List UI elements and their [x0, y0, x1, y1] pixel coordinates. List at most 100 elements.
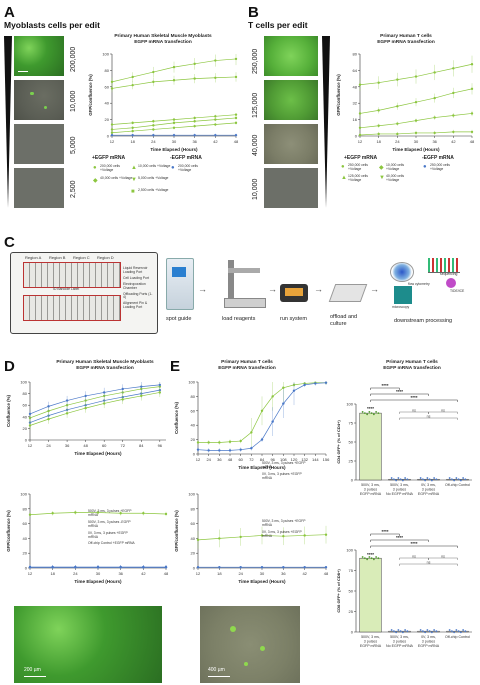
density-label-a-3: 5,000 [70, 136, 77, 154]
x-tick-label: 500V, 3 ms, [361, 635, 380, 639]
y-tick-label: 25 [349, 609, 354, 614]
y-tick-label: 0 [25, 438, 28, 443]
chart-b-title: Primary Human T cells EGFP mRNA transfec… [377, 34, 435, 45]
data-point [234, 75, 238, 79]
bar-point [361, 411, 364, 413]
chip-region-c: Region C [73, 255, 90, 260]
data-point [28, 566, 32, 569]
ns-label: ns [441, 408, 445, 412]
data-point [234, 113, 238, 116]
data-point [110, 128, 114, 131]
data-point [131, 133, 134, 137]
data-point [110, 80, 114, 84]
panel-b-label: B [248, 4, 259, 21]
legend-d-3: Off-chip Control +EGFP mRNA [88, 541, 135, 546]
bar-point [424, 479, 427, 482]
x-tick-label: 30 [172, 139, 177, 144]
x-tick-label: 3 pulses [393, 640, 407, 644]
data-point [214, 123, 217, 126]
bar-point [455, 477, 458, 479]
y-tick-label: 20 [191, 437, 196, 442]
bar-point [399, 478, 402, 481]
legend-d-0: 500V, 3 ms, 3 pulses +EGFP mRNA [88, 509, 132, 517]
data-point [152, 120, 155, 123]
x-tick-label: 12 [196, 457, 201, 462]
bar-point [426, 629, 429, 631]
bar-point [453, 631, 456, 634]
data-point [164, 566, 168, 569]
panel-e-label: E [170, 358, 181, 375]
bar-point [375, 556, 378, 558]
bar [417, 630, 440, 633]
data-point [196, 441, 200, 444]
bar-point [368, 411, 371, 413]
y-tick-label: 100 [188, 380, 195, 385]
panel-b-title: T cells per edit [248, 20, 308, 30]
y-axis-label: CD4 GFP+ (% of CD4+) [336, 420, 341, 464]
step-offload-culture: offload and culture [330, 314, 358, 327]
data-point [250, 431, 253, 434]
data-point [303, 383, 306, 387]
x-tick-label: 24 [206, 457, 211, 462]
x-tick-label: 36 [281, 571, 286, 576]
data-point [271, 395, 274, 398]
chip-legend-1: Cell Loading Port [123, 275, 150, 280]
x-tick-label: 60 [102, 443, 107, 448]
bar-point [401, 631, 404, 634]
panel-a-title: Myoblasts cells per edit [4, 20, 100, 30]
data-point [65, 412, 69, 415]
y-tick-label: 40 [23, 536, 28, 541]
bar-point [363, 412, 366, 415]
y-axis-label: GFP/confluence (%) [174, 510, 179, 552]
x-tick-label: 3 pulses [364, 640, 378, 644]
bar-point [366, 413, 369, 416]
significance-label: **** [396, 535, 403, 540]
series-line [29, 389, 160, 423]
panel-c-label: C [4, 234, 15, 251]
chart-e-title: Primary Human T cells EGFP mRNA transfec… [218, 360, 276, 371]
data-point [110, 123, 114, 126]
chart-d-title: Primary Human Skeletal Muscle Myoblasts … [56, 360, 154, 371]
data-point [324, 566, 328, 569]
data-point [414, 131, 418, 135]
x-tick-label: 30 [96, 571, 101, 576]
panel-a-label: A [4, 4, 15, 21]
data-point [193, 133, 196, 137]
bar-chart-cd8: 0 25 50 75 100 CD8 GFP+ (% of CD8+) 500V, 3 ms… [336, 529, 472, 648]
x-tick-label: 120 [291, 457, 298, 462]
bar [388, 630, 411, 633]
legend-a-egfp: +EGFP mRNA [92, 155, 126, 161]
data-point [452, 130, 455, 134]
x-tick-label: 24 [238, 571, 243, 576]
x-tick-label: 24 [73, 571, 78, 576]
bar-chart-title: Primary Human T cells EGFP mRNA transfec… [383, 360, 441, 371]
legend-d-1: 500V, 3 ms, 3 pulses -EGFP mRNA [88, 519, 131, 528]
x-tick-label: 18 [376, 139, 381, 144]
data-point [110, 133, 114, 137]
y-tick-label: 0 [25, 566, 28, 571]
x-axis-label: Time Elapsed (Hours) [392, 147, 440, 152]
bar [446, 630, 469, 633]
arrow-icon-3: → [314, 284, 323, 294]
ns-label: ns [441, 554, 445, 558]
data-point [396, 122, 399, 125]
x-tick-label: 18 [130, 139, 135, 144]
x-tick-label: 48 [164, 571, 169, 576]
data-point [452, 114, 455, 117]
x-tick-label: 144 [312, 457, 319, 462]
step-run-system: run system [280, 316, 307, 322]
data-point [470, 112, 474, 115]
x-tick-label: 3 pulses [364, 488, 378, 492]
density-label-a-2: 10,000 [70, 90, 77, 112]
data-point [214, 115, 217, 118]
ns-label: ns [412, 554, 416, 558]
y-tick-label: 100 [346, 548, 353, 553]
significance-label: **** [396, 389, 403, 394]
bar-point [404, 629, 407, 631]
step-downstream: downstream processing [394, 318, 453, 324]
bar-point [395, 631, 398, 634]
x-tick-label: 0V, 3 ms, [421, 635, 436, 639]
bar-point [448, 629, 451, 631]
data-point [470, 87, 474, 91]
x-tick-label: EGFP mRNA [418, 644, 440, 648]
